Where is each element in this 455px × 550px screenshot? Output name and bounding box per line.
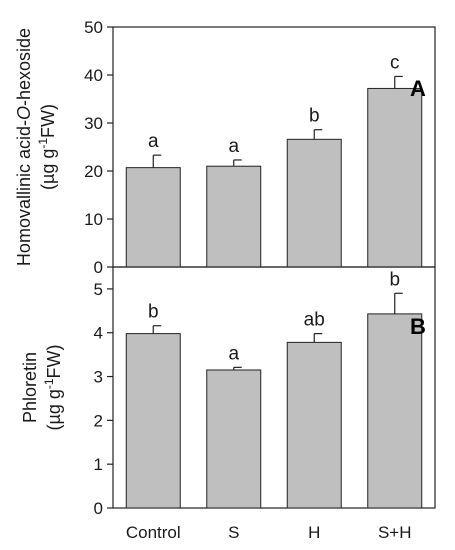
panel-A: 0 10 20 30 40 50 a a b cA Homovallinic acid-O-hexo… xyxy=(14,18,436,277)
bar-H xyxy=(286,341,342,509)
x-tick-label: S xyxy=(228,523,239,542)
panel-label: A xyxy=(410,76,426,101)
bar-H xyxy=(286,138,342,268)
x-tick-label: Control xyxy=(126,523,181,542)
significance-label: b xyxy=(389,269,400,290)
y-tick-label: 0 xyxy=(94,258,103,277)
significance-label: b xyxy=(148,302,159,323)
y-tick-label: 2 xyxy=(94,411,103,430)
bar-S xyxy=(206,369,262,509)
x-tick-label: S+H xyxy=(378,523,412,542)
significance-label: a xyxy=(228,343,239,364)
y-tick-label: 3 xyxy=(94,368,103,387)
significance-label: b xyxy=(309,106,320,127)
y-tick-label: 20 xyxy=(84,162,103,181)
bar-S+H xyxy=(367,313,423,509)
y-axis-label: Homovallinic acid-O-hexoside(µg g-1FW) xyxy=(14,28,58,266)
bar-Control xyxy=(125,333,181,509)
y-tick-label: 0 xyxy=(94,499,103,518)
bar-S+H xyxy=(367,87,423,268)
significance-label: a xyxy=(148,131,159,152)
bar-Control xyxy=(125,167,181,268)
panel-B: 0 1 2 3 4 5 b a ab b B Phloretin (µg g-1FW) Control S H… xyxy=(20,266,436,542)
y-tick-label: 4 xyxy=(94,324,103,343)
significance-label: ab xyxy=(304,310,325,331)
bar-S xyxy=(206,165,262,268)
y-tick-label: 5 xyxy=(94,280,103,299)
x-tick-label: H xyxy=(308,523,320,542)
y-tick-label: 30 xyxy=(84,114,103,133)
significance-label: a xyxy=(228,136,239,157)
panel-label: B xyxy=(410,314,426,339)
y-tick-label: 50 xyxy=(84,18,103,37)
significance-label: c xyxy=(390,52,400,73)
y-axis-label: Phloretin (µg g-1FW) xyxy=(20,344,64,430)
y-tick-label: 10 xyxy=(84,210,103,229)
y-tick-label: 40 xyxy=(84,66,103,85)
y-tick-label: 1 xyxy=(94,455,103,474)
axes-frame xyxy=(112,266,436,509)
